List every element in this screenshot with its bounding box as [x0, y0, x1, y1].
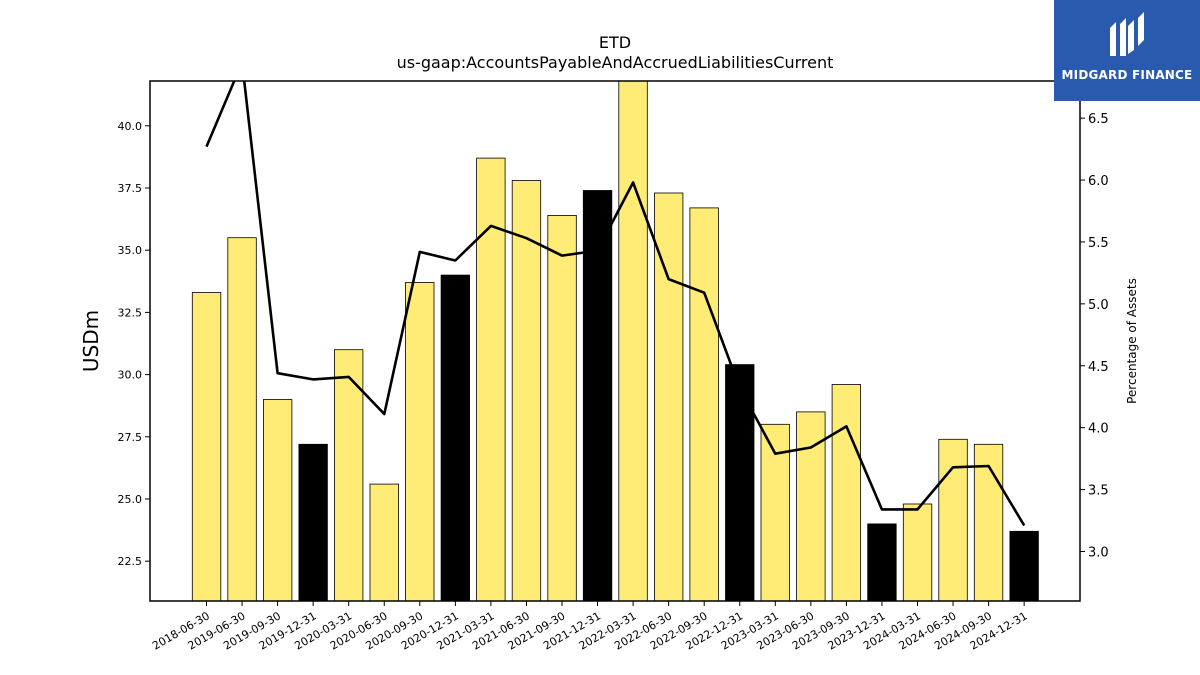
brand-name: MIDGARD FINANCE [1061, 68, 1193, 82]
bar [476, 157, 506, 602]
bar [902, 503, 933, 602]
y2-tick-label: 6.0 [1088, 174, 1109, 189]
x-ticks: 2018-06-302019-06-302019-09-302019-12-31… [150, 601, 1030, 653]
y-tick-label: 32.5 [118, 306, 143, 319]
bar [298, 443, 328, 602]
y2-tick-label: 4.0 [1088, 422, 1109, 437]
y2-tick-label: 3.5 [1088, 484, 1109, 499]
y-tick-label: 40.0 [118, 120, 143, 133]
y-tick-label: 25.0 [118, 493, 143, 506]
y2-ticks: 3.0 3.5 4.0 4.5 5.0 5.5 6.0 6.5 [1080, 112, 1109, 560]
bars-group [191, 80, 1039, 602]
bar [654, 192, 684, 602]
chart-title: ETD [599, 33, 631, 52]
y2-axis-label: Percentage of Assets [1125, 278, 1139, 404]
y2-tick-label: 4.5 [1088, 360, 1109, 375]
bar [867, 523, 897, 602]
bar [227, 237, 257, 602]
y2-tick-label: 5.0 [1088, 298, 1109, 313]
bar [582, 190, 613, 602]
bar [938, 438, 968, 602]
y-tick-label: 27.5 [118, 431, 143, 444]
bar [1009, 530, 1039, 602]
y-ticks: 22.5 25.0 27.5 30.0 32.5 35.0 37.5 40.0 [118, 120, 150, 568]
bar [725, 364, 755, 602]
y-tick-label: 30.0 [118, 369, 143, 382]
y2-tick-label: 5.5 [1088, 236, 1109, 251]
bar [618, 80, 648, 602]
bar [831, 384, 861, 602]
y-axis-label: USDm [79, 310, 103, 372]
bar [547, 214, 577, 602]
line-group [205, 81, 1026, 527]
y-tick-label: 22.5 [118, 555, 143, 568]
bar [440, 274, 471, 602]
plot-frame [149, 80, 1081, 602]
series-line [205, 81, 1026, 527]
y-tick-label: 35.0 [118, 244, 143, 257]
bar [511, 180, 542, 602]
y-tick-label: 37.5 [118, 182, 143, 195]
bar [191, 292, 222, 602]
y2-tick-label: 3.0 [1088, 545, 1109, 560]
midgard-logo-icon [1110, 12, 1144, 56]
chart-subtitle: us-gaap:AccountsPayableAndAccruedLiabili… [397, 53, 834, 72]
bar [262, 399, 293, 602]
y2-tick-label: 6.5 [1088, 112, 1109, 127]
bar [405, 282, 435, 602]
brand-logo: MIDGARD FINANCE [1054, 0, 1200, 101]
bar [796, 411, 826, 602]
bar [333, 349, 364, 602]
bar [689, 207, 719, 602]
bar [369, 483, 399, 602]
